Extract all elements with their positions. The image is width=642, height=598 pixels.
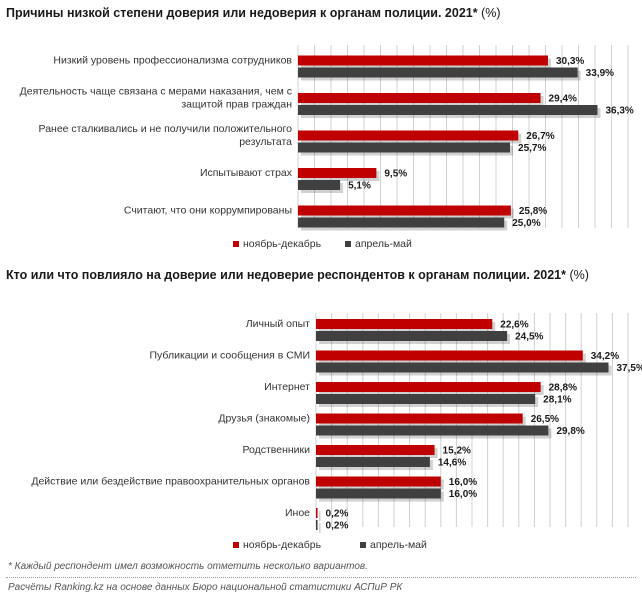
chart1-value-label: 33,9% (586, 68, 614, 79)
chart2-bar-apr-may (316, 488, 441, 499)
chart2-bar-apr-may (316, 520, 318, 530)
chart2-category-label: Интернет (264, 381, 310, 393)
chart2-value-label: 15,2% (443, 446, 471, 457)
chart2-value-label: 14,6% (438, 458, 466, 469)
chart1-category-label: Считают, что они коррумпированы (124, 205, 292, 217)
chart1-bar-apr-may (298, 217, 505, 228)
chart2-bar-apr-may (316, 331, 508, 341)
chart1-value-label: 29,4% (549, 94, 577, 105)
chart2-bar-nov-dec (316, 445, 435, 455)
chart2-value-label: 37,5% (617, 363, 642, 374)
chart2-value-label: 26,5% (531, 414, 559, 425)
chart1-bar-nov-dec (298, 55, 548, 66)
chart1-legend-label: апрель-май (355, 238, 412, 250)
chart1-legend-swatch (345, 241, 351, 247)
chart2-value-label: 28,1% (543, 395, 571, 406)
footnote: * Каждый респондент имел возможность отм… (8, 561, 368, 572)
chart2-bar-apr-may (316, 457, 430, 467)
chart2-legend-swatch (233, 542, 239, 548)
chart1-value-label: 36,3% (605, 106, 633, 117)
chart1-title-text: Причины низкой степени доверия или недов… (6, 6, 478, 20)
chart1-value-label: 26,7% (526, 131, 554, 142)
chart1-bar-nov-dec (298, 168, 377, 178)
chart2-category-label: Родственники (242, 444, 310, 456)
chart2-value-label: 16,0% (449, 477, 477, 488)
footer-divider (6, 577, 636, 578)
chart1-bar-nov-dec (298, 205, 511, 216)
chart2-legend-label: апрель-май (370, 539, 427, 551)
chart1-value-label: 25,0% (512, 218, 540, 229)
chart2-value-label: 16,0% (449, 489, 477, 500)
chart1-category-label: Испытывают страх (200, 167, 293, 179)
chart2-bar-apr-may (316, 362, 609, 373)
chart2-value-label: 0,2% (326, 509, 349, 520)
chart1-value-label: 30,3% (556, 56, 584, 67)
chart2-title: Кто или что повлияло на доверие или недо… (6, 268, 589, 282)
chart1-category-label: результата (239, 136, 292, 148)
chart1-legend-swatch (233, 241, 239, 247)
source-note: Расчёты Ranking.kz на основе данных Бюро… (8, 582, 403, 593)
chart2-category-label: Иное (285, 507, 310, 519)
chart2-bar-nov-dec (316, 508, 318, 518)
chart1-value-label: 25,8% (519, 206, 547, 217)
chart2-bar-shadow (319, 511, 321, 521)
chart2-value-label: 24,5% (515, 332, 543, 343)
chart2-value-label: 22,6% (500, 320, 528, 331)
chart1-value-label: 9,5% (384, 169, 407, 180)
chart1-bar-nov-dec (298, 93, 541, 103)
chart1-value-label: 25,7% (518, 143, 546, 154)
chart2-value-label: 28,8% (549, 383, 577, 394)
chart2-bar-apr-may (316, 425, 549, 436)
chart2-category-label: Действие или бездействие правоохранитель… (31, 476, 310, 488)
chart1-bar-apr-may (298, 180, 341, 190)
chart2-bar-shadow (319, 523, 321, 533)
chart2-title-unit: (%) (569, 268, 589, 282)
chart1-value-label: 5,1% (348, 181, 371, 192)
chart2-value-label: 34,2% (591, 351, 619, 362)
chart2-title-text: Кто или что повлияло на доверие или недо… (6, 268, 566, 282)
chart2-bar-nov-dec (316, 350, 583, 361)
chart1-bar-apr-may (298, 67, 578, 78)
chart1-category-label: Деятельность чаще связана с мерами наказ… (20, 86, 292, 98)
chart2-bar-nov-dec (316, 382, 541, 392)
chart2-bar-apr-may (316, 394, 536, 404)
chart1-title: Причины низкой степени доверия или недов… (6, 6, 501, 20)
chart1-category-label: Ранее сталкивались и не получили положит… (39, 123, 293, 135)
chart2-category-label: Друзья (знакомые) (218, 413, 310, 425)
chart2-category-label: Публикации и сообщения в СМИ (150, 350, 311, 362)
chart2-legend-label: ноябрь-декабрь (243, 539, 322, 551)
chart2-bar-nov-dec (316, 413, 523, 424)
chart1-bar-apr-may (298, 142, 511, 153)
chart2-value-label: 29,8% (556, 426, 584, 437)
chart2-bar-nov-dec (316, 476, 441, 487)
chart1-bar-nov-dec (298, 130, 519, 141)
chart1-category-label: Низкий уровень профессионализма сотрудни… (53, 55, 292, 67)
chart1-title-unit: (%) (481, 6, 501, 20)
chart2-legend-swatch (360, 542, 366, 548)
chart1-category-label: защитой прав граждан (181, 99, 292, 111)
chart1-legend-label: ноябрь-декабрь (243, 238, 322, 250)
chart2-category-label: Личный опыт (246, 318, 310, 330)
chart2-bar-nov-dec (316, 319, 493, 329)
chart1-bar-apr-may (298, 105, 598, 115)
chart2-value-label: 0,2% (326, 521, 349, 532)
